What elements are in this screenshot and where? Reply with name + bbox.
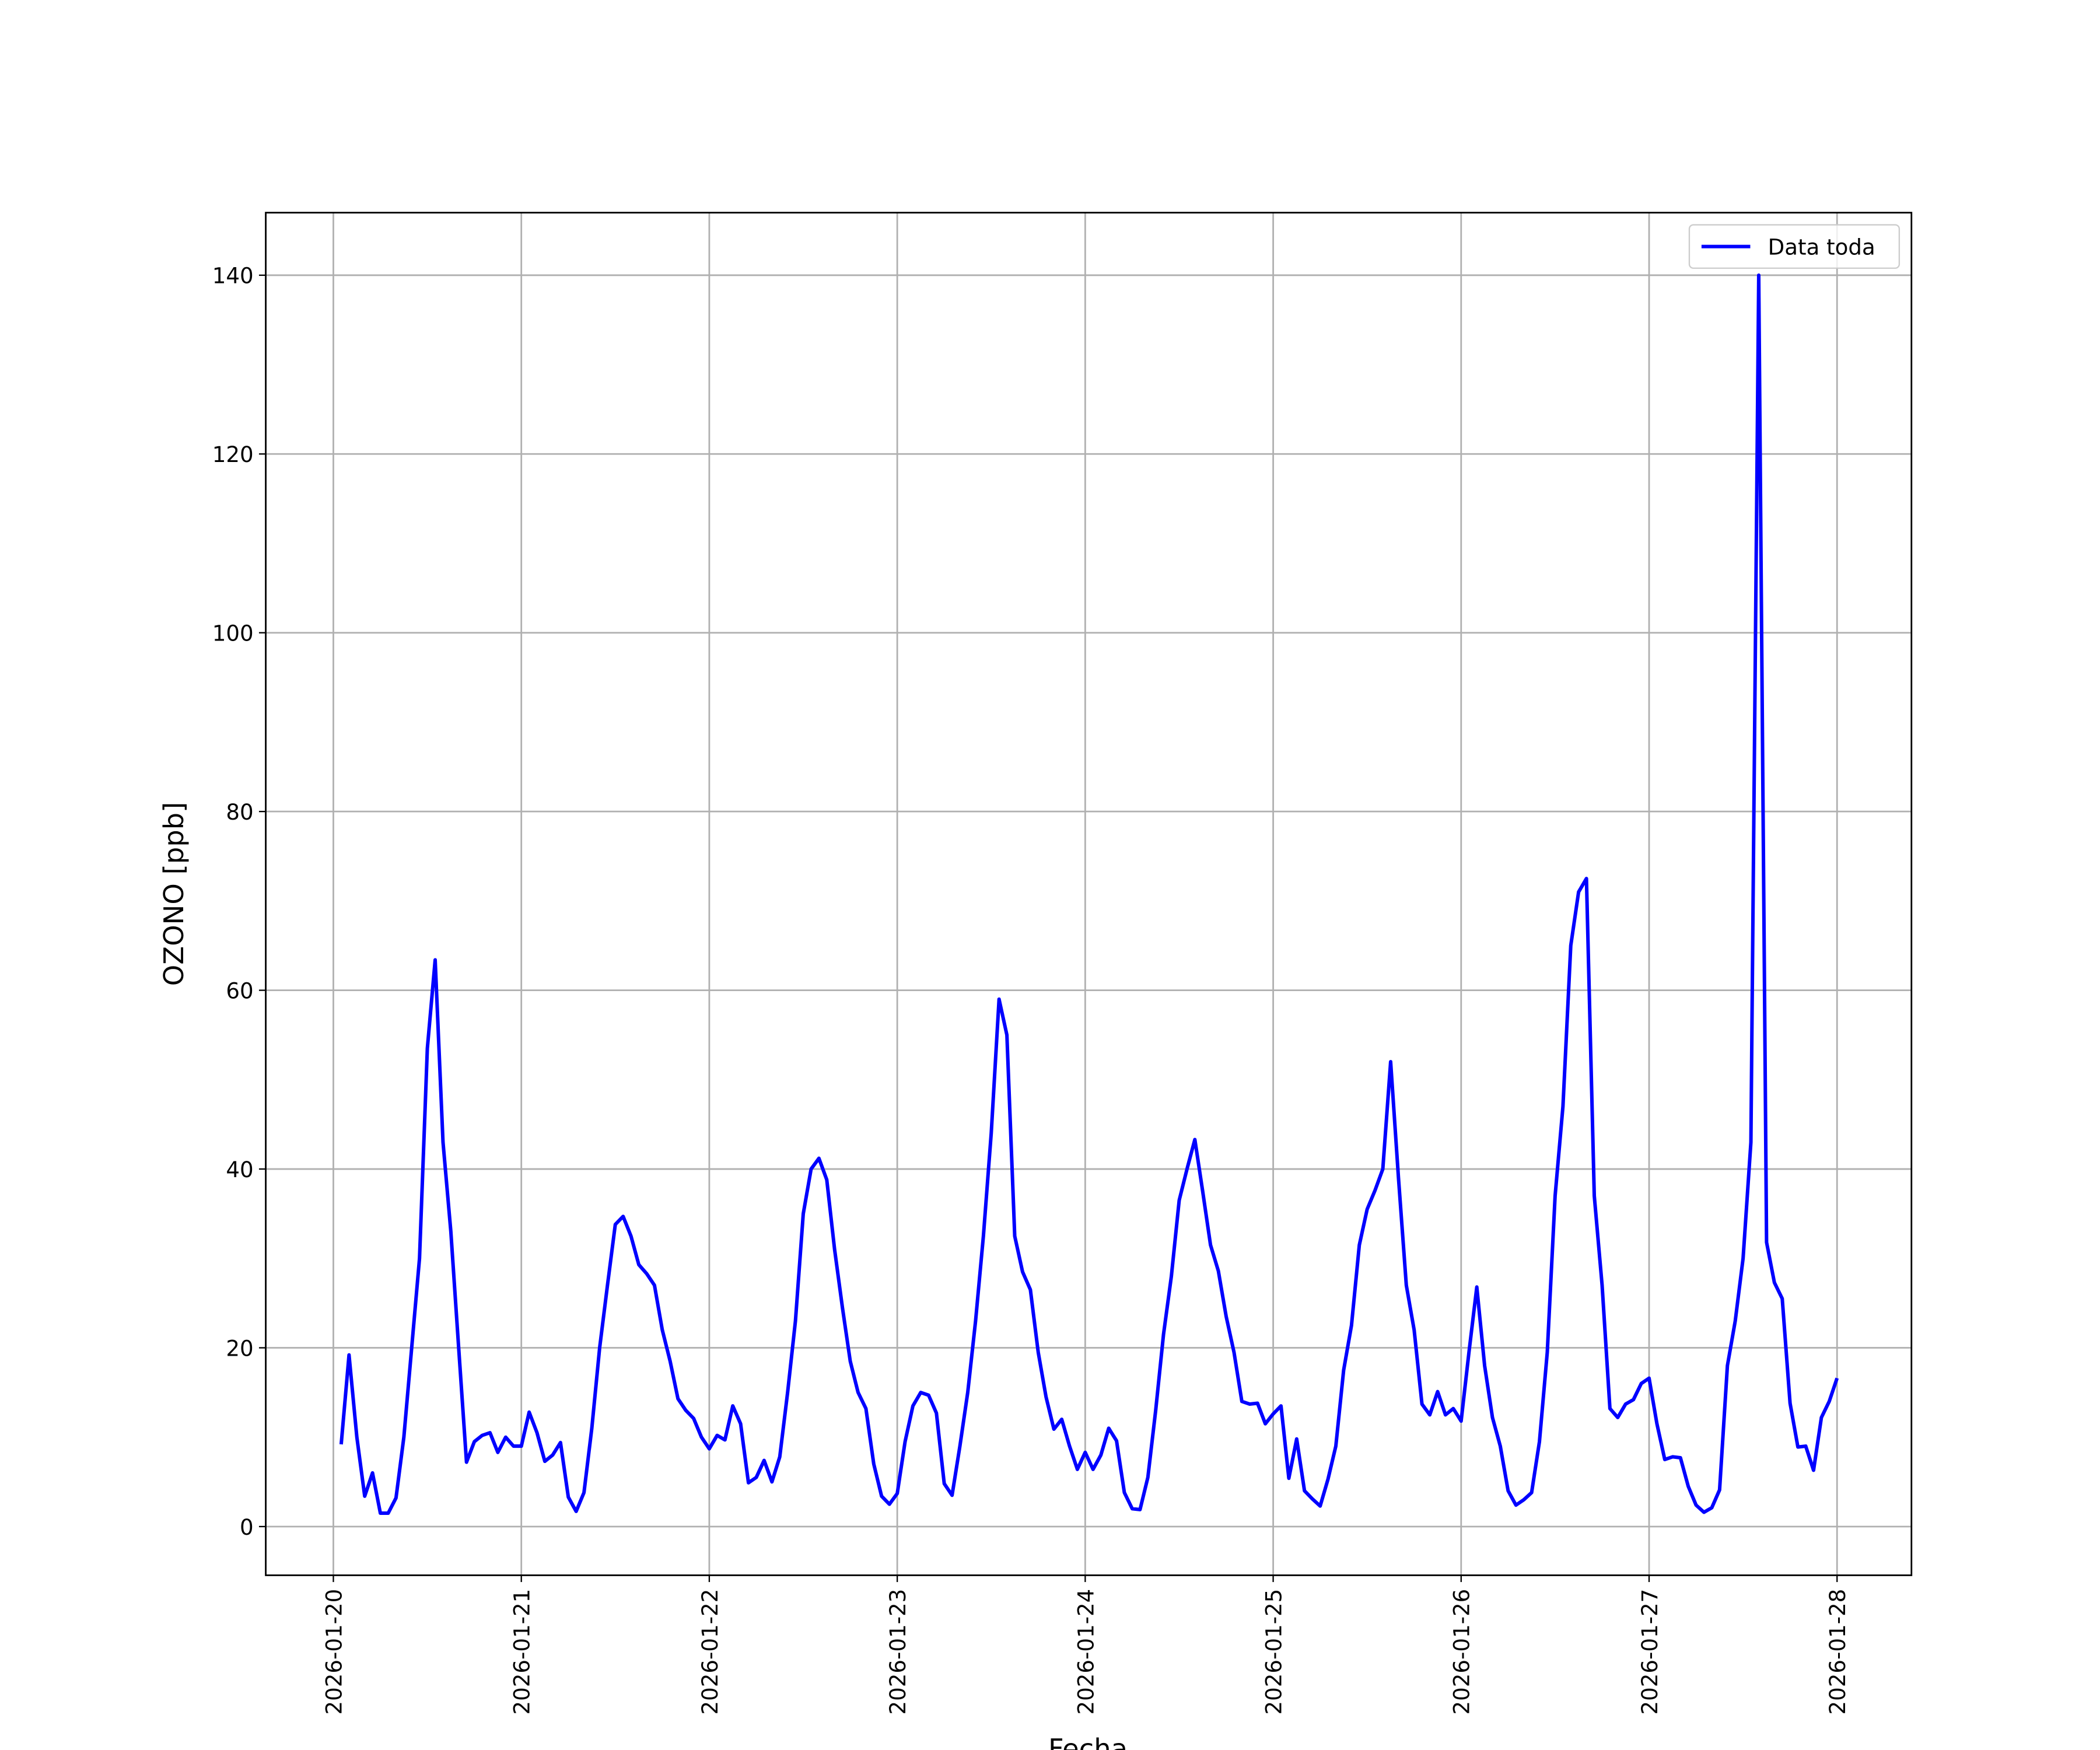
x-tick-label: 2026-01-26 [1450,1589,1475,1715]
x-tick-label: 2026-01-24 [1073,1589,1098,1715]
y-tick-label: 120 [212,442,254,467]
y-tick-label: 60 [226,979,253,1004]
y-tick-label: 80 [226,800,253,825]
x-tick-label: 2026-01-23 [886,1589,911,1715]
axes-frame [265,212,1913,1576]
x-tick-label: 2026-01-22 [698,1589,723,1715]
ticks: 0 20 40 60 80 100 120 140 2026-01-20 2026-01-21 20… [212,264,1850,1715]
x-tick-label: 2026-01-27 [1637,1589,1662,1715]
y-tick-label: 100 [212,621,254,646]
plot-area [339,273,1839,1515]
y-tick-label: 0 [240,1515,254,1540]
x-tick-label: 2026-01-21 [510,1589,535,1715]
y-axis-label: OZONO [ppb] [158,802,190,986]
x-tick-label: 2026-01-25 [1262,1589,1287,1715]
x-axis-label: Fecha [1048,1733,1128,1750]
legend: Data toda [1688,224,1901,269]
x-tick-label: 2026-01-28 [1825,1589,1850,1715]
y-tick-label: 140 [212,264,254,289]
legend-box [1688,224,1901,269]
x-tick-label: 2026-01-20 [321,1589,346,1715]
y-tick-label: 20 [226,1336,253,1361]
grid [265,212,1912,1576]
legend-label: Data toda [1768,235,1875,260]
data-line [339,273,1839,1515]
y-tick-label: 40 [226,1157,253,1182]
